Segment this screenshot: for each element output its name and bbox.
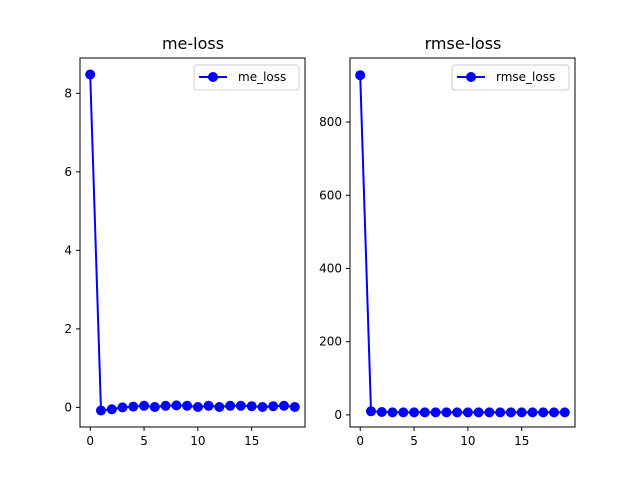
data-point [149, 402, 160, 412]
y-tick-label: 2 [64, 322, 72, 336]
x-tick-label: 5 [410, 434, 418, 448]
data-point [366, 406, 376, 417]
data-point [246, 401, 257, 412]
legend-label: rmse_loss [496, 70, 555, 84]
axes-frame [79, 57, 306, 428]
data-point [549, 407, 559, 418]
data-point [355, 70, 366, 81]
data-point [106, 404, 117, 415]
data-point [473, 407, 484, 418]
data-point [160, 400, 171, 411]
data-point [257, 402, 268, 412]
data-point [495, 407, 506, 418]
y-tick-label: 4 [64, 243, 72, 257]
data-point [203, 400, 214, 411]
y-tick-label: 400 [319, 261, 342, 275]
legend-label: me_loss [238, 70, 286, 84]
legend-marker [466, 72, 476, 82]
data-point [419, 407, 430, 418]
legend: me_loss [193, 64, 300, 91]
data-point [139, 400, 150, 411]
legend: rmse_loss [451, 64, 570, 91]
data-point [430, 407, 441, 418]
data-point [85, 69, 96, 80]
data-point [387, 407, 398, 418]
axes-frame [349, 57, 576, 428]
data-point [225, 400, 236, 411]
data-point [376, 407, 387, 417]
me-loss-chart: me-loss 0 5 10 15 0 2 4 6 8 me_loss [64, 34, 306, 448]
data-point [441, 407, 452, 418]
x-tick-label: 15 [244, 434, 259, 448]
data-point [182, 400, 193, 411]
legend-marker [208, 72, 218, 82]
y-tick-label: 200 [319, 335, 342, 349]
data-point [279, 400, 289, 411]
data-point [268, 401, 279, 412]
data-point [117, 402, 128, 413]
data-point [214, 402, 225, 412]
y-tick-label: 0 [334, 408, 342, 422]
data-point [289, 402, 300, 412]
y-tick-label: 800 [319, 115, 342, 129]
y-tick-label: 8 [64, 86, 72, 100]
data-point [96, 405, 106, 416]
x-tick-label: 5 [140, 434, 148, 448]
rmse-loss-chart: rmse-loss 0 5 10 15 0 200 400 600 800 rmse_loss [319, 34, 576, 448]
data-point [559, 407, 570, 418]
y-tick-label: 600 [319, 188, 342, 202]
data-point [538, 407, 549, 418]
chart-title: rmse-loss [425, 34, 502, 53]
x-tick-label: 10 [460, 434, 475, 448]
data-point [452, 407, 463, 418]
data-point [505, 407, 516, 418]
data-point [484, 407, 495, 418]
data-point [192, 402, 203, 412]
legend-box [451, 64, 570, 91]
data-point [516, 407, 527, 418]
data-point [398, 407, 409, 418]
x-tick-label: 0 [86, 434, 94, 448]
data-point [462, 407, 473, 418]
y-tick-label: 6 [64, 165, 72, 179]
data-point [527, 407, 538, 418]
chart-title: me-loss [162, 34, 224, 53]
legend-box [193, 64, 300, 91]
x-tick-label: 0 [356, 434, 364, 448]
data-point [171, 400, 182, 411]
y-tick-label: 0 [64, 400, 72, 414]
x-tick-label: 10 [190, 434, 205, 448]
x-tick-label: 15 [514, 434, 529, 448]
data-point [409, 407, 420, 418]
data-point [128, 401, 139, 412]
data-point [235, 400, 246, 411]
